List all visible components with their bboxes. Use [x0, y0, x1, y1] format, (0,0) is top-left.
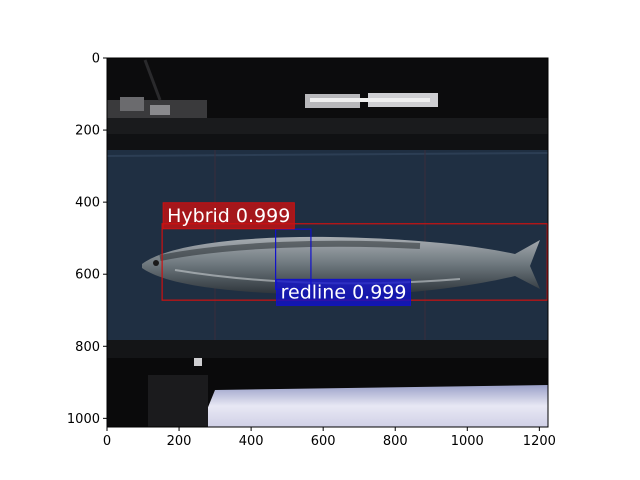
x-tick-label: 800 — [383, 434, 408, 449]
y-tick-label: 1000 — [67, 412, 100, 427]
y-tick-label: 600 — [75, 268, 100, 283]
axes-frame — [106, 57, 549, 428]
x-tick-label: 400 — [239, 434, 264, 449]
y-tick-label: 400 — [75, 196, 100, 211]
x-tick-label: 1200 — [523, 434, 556, 449]
label-background — [162, 202, 295, 230]
x-axis: 0 200 400 600 800 1000 1200 — [103, 427, 556, 449]
label-text: Hybrid 0.999 — [167, 205, 290, 227]
detection-label-redline: redline 0.999 — [276, 278, 411, 306]
x-tick-label: 0 — [103, 434, 111, 449]
x-tick-label: 1000 — [451, 434, 484, 449]
label-background — [276, 278, 411, 306]
y-tick-label: 800 — [75, 340, 100, 355]
label-text: redline 0.999 — [281, 281, 407, 303]
y-tick-label: 200 — [75, 124, 100, 139]
photo — [107, 58, 548, 427]
detection-boxes: Hybrid 0.999 redline 0.999 — [161, 202, 548, 306]
y-tick-label: 0 — [92, 52, 100, 67]
detection-label-hybrid: Hybrid 0.999 — [162, 202, 295, 230]
y-axis: 0 200 400 600 800 1000 — [67, 52, 107, 427]
x-tick-label: 600 — [311, 434, 336, 449]
x-tick-label: 200 — [167, 434, 192, 449]
